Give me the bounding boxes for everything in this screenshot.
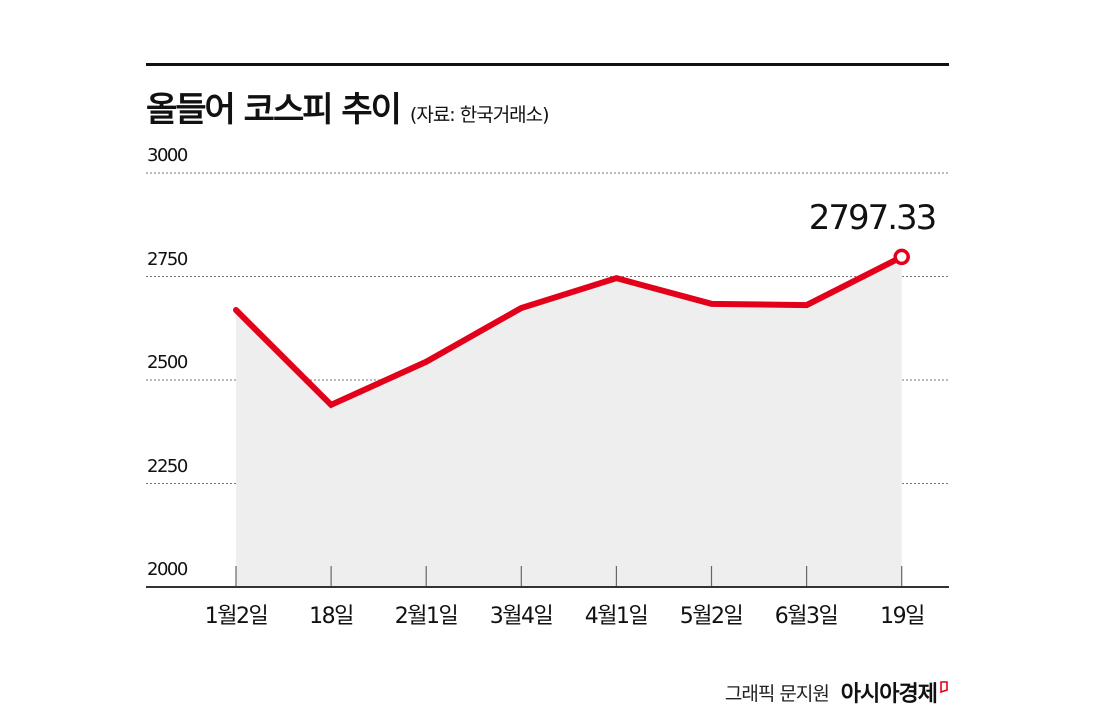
last-point-marker bbox=[893, 248, 910, 266]
chart-title: 올들어 코스피 추이 bbox=[146, 90, 402, 130]
graphic-credit: 그래픽 문지원 bbox=[724, 682, 830, 705]
chart-source: (자료: 한국거래소) bbox=[409, 104, 550, 126]
x-tick-label: 18일 bbox=[309, 604, 354, 629]
y-tick-label: 2750 bbox=[147, 249, 188, 270]
x-tick-label: 4월1일 bbox=[584, 604, 649, 629]
brand-name: 아시아경제 bbox=[840, 682, 938, 707]
footer-credit: 그래픽 문지원 아시아경제 bbox=[725, 676, 948, 708]
x-tick-label: 3월4일 bbox=[489, 604, 554, 629]
x-tick-label: 19일 bbox=[880, 604, 925, 629]
x-tick-label: 2월1일 bbox=[394, 604, 459, 629]
y-tick-label: 3000 bbox=[147, 145, 188, 166]
y-tick-label: 2500 bbox=[147, 352, 188, 373]
y-tick-label: 2250 bbox=[147, 456, 188, 477]
kospi-line bbox=[233, 253, 905, 409]
last-value-label: 2797.33 bbox=[808, 198, 938, 238]
area-fill bbox=[236, 256, 902, 587]
x-tick-label: 5월2일 bbox=[679, 604, 744, 629]
x-tick-label: 1월2일 bbox=[204, 604, 269, 629]
chart-header: 올들어 코스피 추이 (자료: 한국거래소) bbox=[146, 82, 550, 131]
y-tick-label: 2000 bbox=[147, 559, 188, 580]
title-top-rule bbox=[146, 63, 949, 66]
x-tick-label: 6월3일 bbox=[774, 604, 839, 629]
x-axis-ticks bbox=[235, 566, 903, 587]
brand-logo-icon bbox=[940, 681, 948, 693]
